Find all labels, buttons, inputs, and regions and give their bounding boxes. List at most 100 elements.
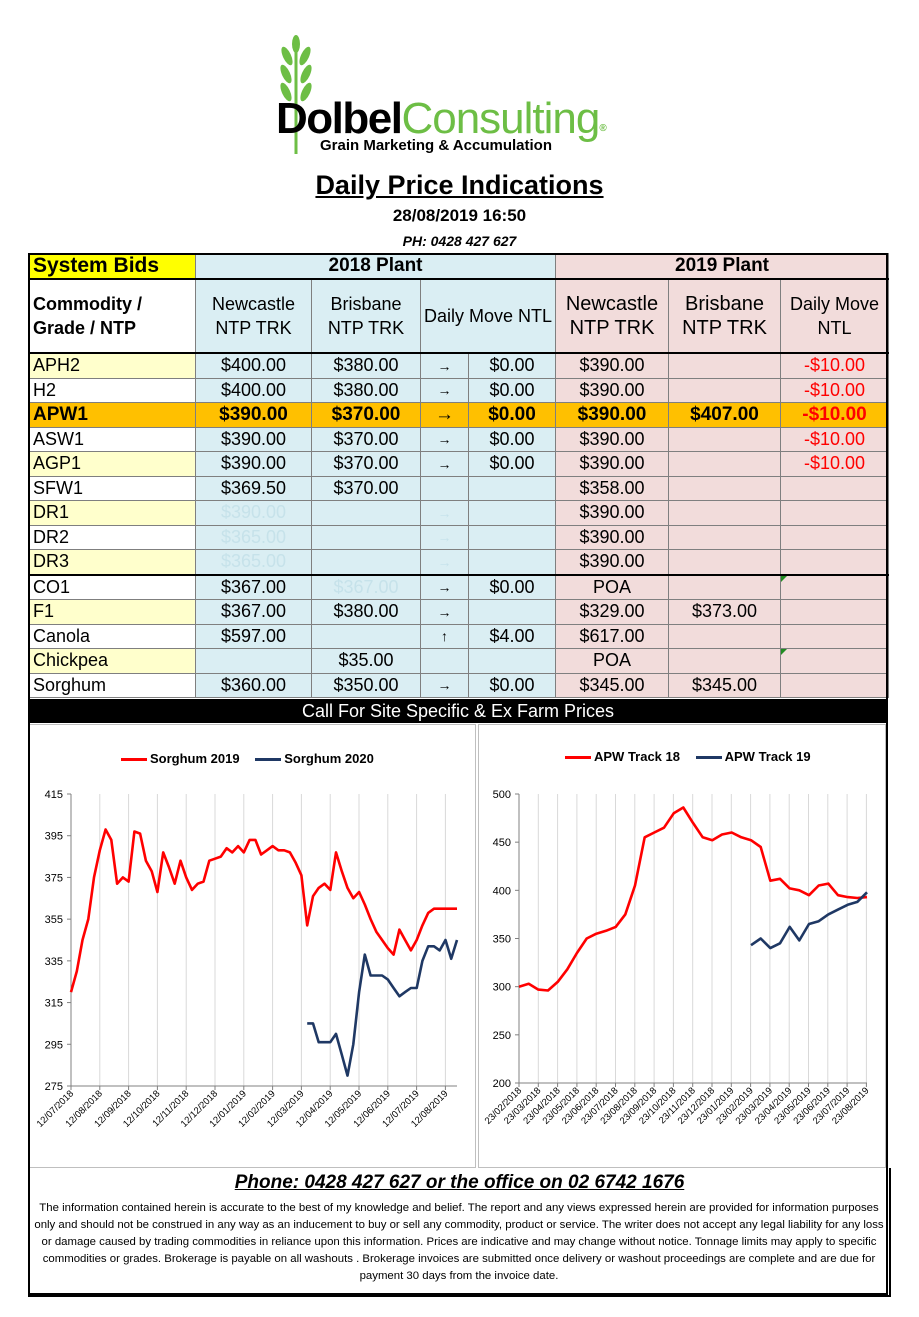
daily-move-2018 bbox=[468, 648, 556, 674]
newcastle-2018-price: $367.00 bbox=[195, 573, 312, 600]
move-arrow: → bbox=[420, 524, 469, 550]
commodity-name: DR2 bbox=[28, 524, 196, 550]
brisbane-2018-price: $370.00 bbox=[311, 451, 421, 477]
daily-move-2019 bbox=[779, 672, 890, 698]
daily-move-2019: -$10.00 bbox=[779, 451, 890, 477]
daily-move-2019: -$10.00 bbox=[779, 352, 890, 379]
series-line-2 bbox=[307, 938, 459, 1077]
footer-phone: Phone: 0428 427 627 or the office on 02 … bbox=[234, 1172, 685, 1193]
table-row: SFW1 $369.50 $370.00 $358.00 bbox=[28, 475, 890, 501]
newcastle-2019-price: $329.00 bbox=[555, 599, 669, 625]
brisbane-2019-price bbox=[668, 573, 781, 600]
y-tick-label: 335 bbox=[45, 956, 63, 968]
newcastle-2018-price: $390.00 bbox=[195, 402, 312, 428]
daily-move-2018-header: Daily Move NTL bbox=[420, 278, 556, 354]
daily-move-2018 bbox=[468, 500, 556, 526]
commodity-name: SFW1 bbox=[28, 475, 196, 501]
move-arrow bbox=[420, 648, 469, 674]
y-tick-label: 200 bbox=[493, 1078, 511, 1090]
daily-move-2019 bbox=[779, 573, 890, 600]
daily-move-2019-header: Daily Move NTL bbox=[779, 278, 890, 354]
daily-move-2019 bbox=[779, 623, 890, 649]
daily-move-2019: -$10.00 bbox=[779, 426, 890, 452]
move-arrow: → bbox=[420, 352, 469, 379]
daily-move-2018: $0.00 bbox=[468, 426, 556, 452]
daily-move-2019 bbox=[779, 500, 890, 526]
brisbane-2018-price bbox=[311, 549, 421, 575]
brisbane-2019-price: $373.00 bbox=[668, 599, 781, 625]
y-tick-label: 355 bbox=[45, 914, 63, 926]
brisbane-2018-price: $380.00 bbox=[311, 377, 421, 403]
disclaimer-text: The information contained herein is accu… bbox=[34, 1202, 884, 1282]
y-tick-label: 350 bbox=[493, 934, 511, 946]
series-line-1 bbox=[69, 828, 457, 993]
y-tick-label: 275 bbox=[45, 1081, 63, 1093]
brand-name: DolbelConsulting® bbox=[276, 94, 607, 144]
plant-2018-header: 2018 Plant bbox=[195, 253, 556, 280]
newcastle-2019-price: $390.00 bbox=[555, 500, 669, 526]
y-tick-label: 450 bbox=[493, 837, 511, 849]
move-arrow bbox=[420, 475, 469, 501]
commodity-name: APH2 bbox=[28, 352, 196, 379]
chart-legend: Sorghum 2019 Sorghum 2020 bbox=[121, 751, 386, 766]
brand-light: Consulting bbox=[401, 94, 600, 143]
price-table: System Bids 2018 Plant 2019 Plant Commod… bbox=[28, 253, 890, 698]
apw-track-chart: APW Track 18 APW Track 19 23/02/2018 23/0… bbox=[478, 724, 886, 1168]
legend-label: Sorghum 2019 bbox=[150, 751, 240, 766]
move-arrow: → bbox=[420, 451, 469, 477]
brisbane-2019-price bbox=[668, 549, 781, 575]
commodity-name: ASW1 bbox=[28, 426, 196, 452]
move-arrow: ↑ bbox=[420, 623, 469, 649]
table-row: DR3 $365.00 → $390.00 bbox=[28, 549, 890, 575]
legend-label: APW Track 19 bbox=[724, 749, 811, 764]
legend-label: APW Track 18 bbox=[594, 749, 680, 764]
newcastle-2018-price: $365.00 bbox=[195, 549, 312, 575]
brisbane-2019-header: Brisbane NTP TRK bbox=[668, 278, 781, 354]
brisbane-2018-price: $370.00 bbox=[311, 475, 421, 501]
legend-swatch bbox=[121, 758, 147, 762]
daily-move-2018: $0.00 bbox=[468, 377, 556, 403]
daily-move-2018: $0.00 bbox=[468, 451, 556, 477]
newcastle-2019-price: $390.00 bbox=[555, 352, 669, 379]
newcastle-2019-price: $390.00 bbox=[555, 402, 669, 428]
brisbane-2018-price: $380.00 bbox=[311, 352, 421, 379]
move-arrow: → bbox=[420, 549, 469, 575]
brisbane-2018-price bbox=[311, 500, 421, 526]
commodity-name: DR3 bbox=[28, 549, 196, 575]
daily-move-2019 bbox=[779, 599, 890, 625]
daily-move-2018: $0.00 bbox=[468, 402, 556, 428]
newcastle-2018-price: $369.50 bbox=[195, 475, 312, 501]
newcastle-2019-price: POA bbox=[555, 573, 669, 600]
chart-legend: APW Track 18 APW Track 19 bbox=[565, 749, 823, 764]
commodity-name: Chickpea bbox=[28, 648, 196, 674]
newcastle-2018-price: $390.00 bbox=[195, 451, 312, 477]
move-arrow: → bbox=[420, 500, 469, 526]
sorghum-chart-svg: 12/07/201812/08/201812/09/201812/10/2018… bbox=[35, 789, 459, 1130]
table-row: DR1 $390.00 → $390.00 bbox=[28, 500, 890, 526]
daily-move-2018: $4.00 bbox=[468, 623, 556, 649]
y-tick-label: 315 bbox=[45, 998, 63, 1010]
brisbane-2019-price bbox=[668, 426, 781, 452]
newcastle-2018-price: $597.00 bbox=[195, 623, 312, 649]
brisbane-2019-price: $407.00 bbox=[668, 402, 781, 428]
daily-move-2018 bbox=[468, 475, 556, 501]
brisbane-2018-price: $35.00 bbox=[311, 648, 421, 674]
table-row: Canola $597.00 ↑ $4.00 $617.00 bbox=[28, 623, 890, 649]
company-logo: DolbelConsulting® Grain Marketing & Accu… bbox=[270, 32, 630, 157]
brisbane-2019-price bbox=[668, 648, 781, 674]
system-bids-label: System Bids bbox=[28, 253, 196, 280]
table-row: F1 $367.00 $380.00 → $329.00 $373.00 bbox=[28, 599, 890, 625]
brisbane-2019-price bbox=[668, 475, 781, 501]
report-datetime: 28/08/2019 16:50 bbox=[392, 206, 527, 225]
commodity-name: F1 bbox=[28, 599, 196, 625]
commodity-column-header: Commodity / Grade / NTP bbox=[28, 278, 196, 354]
daily-move-2019 bbox=[779, 549, 890, 575]
newcastle-2018-header: Newcastle NTP TRK bbox=[195, 278, 312, 354]
legend-label: Sorghum 2020 bbox=[284, 751, 374, 766]
daily-move-2018 bbox=[468, 599, 556, 625]
newcastle-2018-price: $400.00 bbox=[195, 352, 312, 379]
daily-move-2019 bbox=[779, 475, 890, 501]
move-arrow: → bbox=[420, 573, 469, 600]
brisbane-2018-header: Brisbane NTP TRK bbox=[311, 278, 421, 354]
commodity-name: H2 bbox=[28, 377, 196, 403]
